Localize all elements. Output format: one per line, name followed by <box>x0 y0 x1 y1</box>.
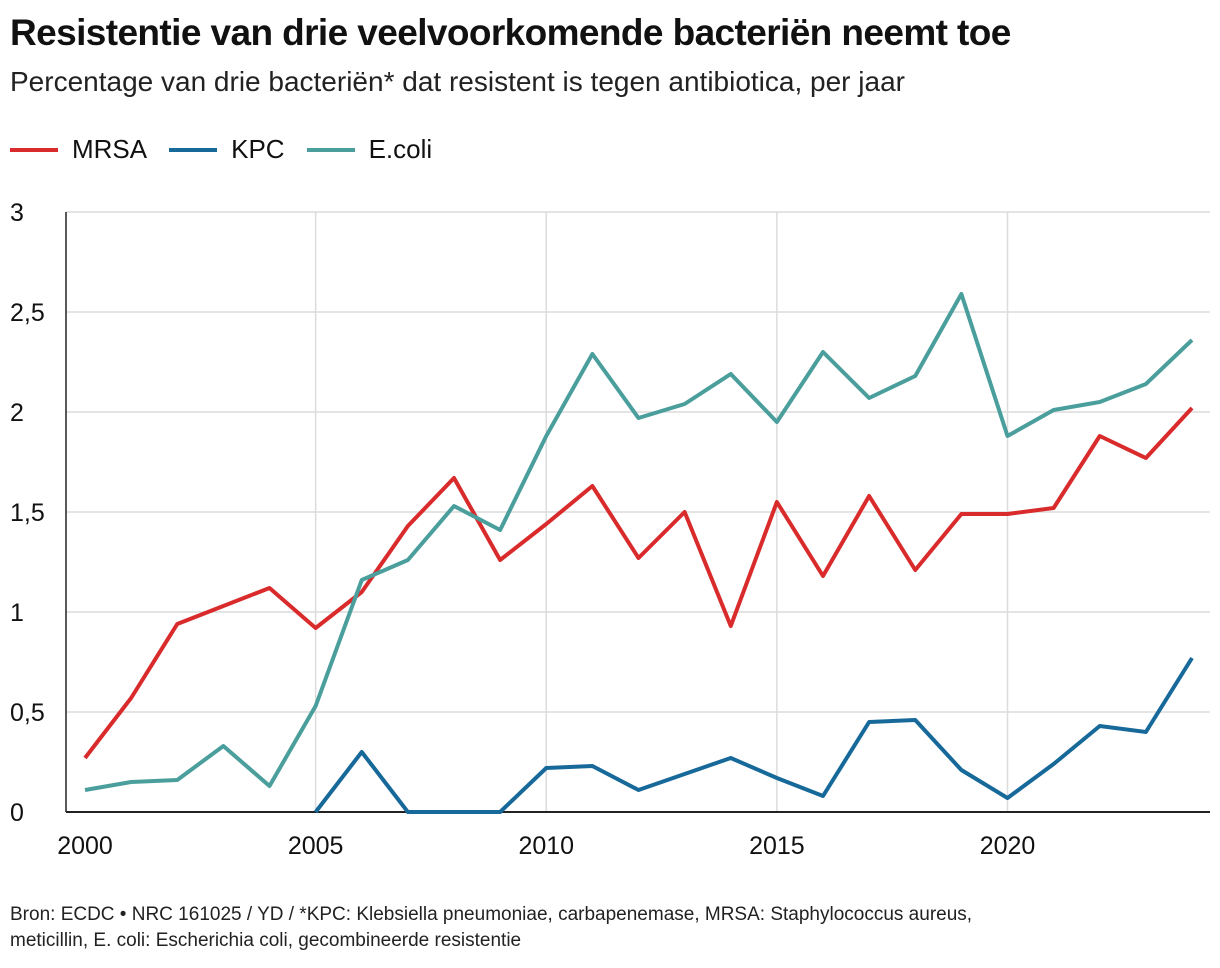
y-tick-label: 1 <box>10 599 24 627</box>
series-line-mrsa <box>83 406 1194 760</box>
y-tick-label: 0 <box>10 799 24 827</box>
legend-swatch-kpc <box>169 147 218 152</box>
legend-swatch-mrsa <box>10 147 58 152</box>
source-footer: Bron: ECDC • NRC 161025 / YD / *KPC: Kle… <box>10 902 1210 954</box>
x-tick-label: 2005 <box>288 832 344 860</box>
series-line-kpc <box>314 656 1194 814</box>
legend-item-kpc: KPC <box>169 134 285 165</box>
footer-line-1: Bron: ECDC • NRC 161025 / YD / *KPC: Kle… <box>10 904 973 925</box>
legend-label-mrsa: MRSA <box>72 134 148 164</box>
y-tick-label: 1,5 <box>10 499 45 527</box>
y-tick-label: 0,5 <box>10 699 45 727</box>
legend-label-kpc: KPC <box>231 134 285 164</box>
legend-item-mrsa: MRSA <box>10 134 147 165</box>
x-tick-label: 2015 <box>749 832 805 860</box>
x-tick-label: 2000 <box>57 832 113 860</box>
legend-swatch-ecoli <box>306 147 355 152</box>
chart-subtitle: Percentage van drie bacteriën* dat resis… <box>10 66 905 97</box>
y-tick-label: 3 <box>10 199 24 227</box>
y-tick-label: 2 <box>10 399 24 427</box>
legend-label-ecoli: E.coli <box>368 134 433 164</box>
legend-item-ecoli: E.coli <box>306 134 433 165</box>
footer-line-2: meticillin, E. coli: Escherichia coli, g… <box>10 930 522 951</box>
x-tick-label: 2010 <box>518 832 574 860</box>
y-tick-label: 2,5 <box>10 299 45 327</box>
legend: MRSA KPC E.coli <box>10 134 432 165</box>
chart-title: Resistentie van drie veelvoorkomende bac… <box>10 12 1011 53</box>
series-line-ecoli <box>84 292 1194 792</box>
x-tick-label: 2020 <box>980 832 1036 860</box>
